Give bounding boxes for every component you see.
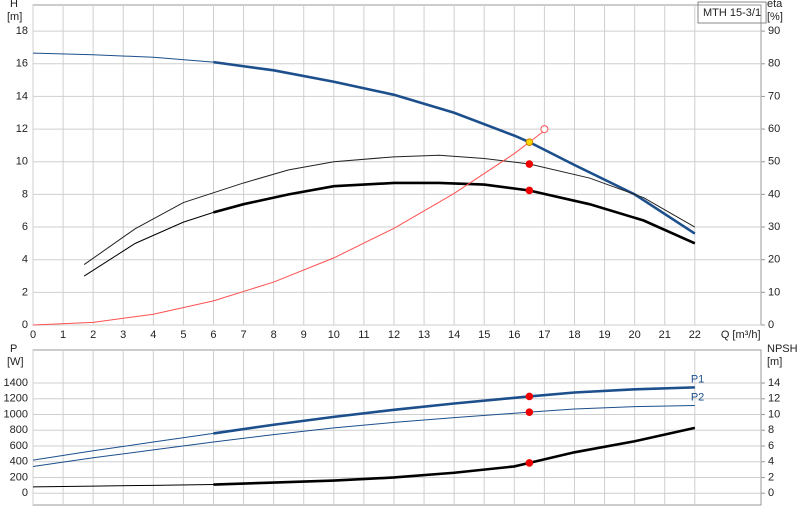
operating-point [525, 459, 534, 467]
curve [32, 130, 545, 326]
y-axis-unit: [W] [7, 356, 24, 368]
y2-tick-label: 20 [768, 254, 780, 266]
y-tick-label: 10 [16, 156, 28, 168]
y2-axis-label: eta [767, 0, 783, 10]
x-tick-label: 17 [538, 329, 550, 341]
x-tick-label: 3 [120, 329, 126, 341]
y2-tick-label: 80 [768, 58, 780, 70]
y2-tick-label: 70 [768, 90, 780, 102]
y2-tick-label: 4 [768, 456, 774, 468]
x-tick-label: 5 [180, 329, 186, 341]
y2-tick-label: 60 [768, 123, 780, 135]
y-tick-label: 14 [16, 90, 28, 102]
y-tick-label: 6 [22, 221, 28, 233]
x-tick-label: 12 [388, 329, 400, 341]
operating-point [540, 125, 549, 134]
y-axis-unit: [m] [7, 11, 22, 23]
y2-tick-label: 90 [768, 25, 780, 37]
y-tick-label: 16 [16, 58, 28, 70]
operating-point [525, 138, 534, 146]
curve [32, 404, 695, 467]
y2-axis-label: NPSH [767, 343, 798, 355]
y2-tick-label: 8 [768, 424, 774, 436]
y2-tick-label: 0 [768, 487, 774, 499]
x-tick-label: 6 [210, 329, 216, 341]
y-tick-label: 4 [22, 254, 28, 266]
y-tick-label: 12 [16, 123, 28, 135]
y-tick-label: 8 [22, 188, 28, 200]
y2-tick-label: 12 [768, 393, 780, 405]
curve-bold [213, 60, 696, 235]
x-tick-label: 9 [301, 329, 307, 341]
x-tick-label: 22 [689, 329, 701, 341]
operating-point [525, 392, 534, 401]
curve [83, 154, 696, 266]
x-tick-label: 4 [150, 329, 156, 341]
x-tick-label: 20 [629, 329, 641, 341]
curve-bold [213, 426, 696, 486]
x-tick-label: 13 [418, 329, 430, 341]
y-tick-label: 200 [10, 471, 28, 483]
x-tick-label: 19 [598, 329, 610, 341]
x-tick-label: 0 [30, 329, 36, 341]
y2-axis-unit: [m] [767, 356, 782, 368]
y2-tick-label: 14 [768, 377, 780, 389]
y-tick-label: 1000 [4, 408, 28, 420]
x-tick-label: 18 [568, 329, 580, 341]
y2-tick-label: 0 [768, 319, 774, 331]
y2-tick-label: 10 [768, 408, 780, 420]
x-tick-label: 8 [271, 329, 277, 341]
x-tick-label: 14 [448, 329, 460, 341]
y-tick-label: 1200 [4, 393, 28, 405]
chart-title: MTH 15-3/1 [703, 7, 761, 19]
y2-tick-label: 50 [768, 156, 780, 168]
x-tick-label: 1 [60, 329, 66, 341]
plot-area [32, 4, 762, 326]
series-label: P1 [691, 373, 704, 385]
y-tick-label: 0 [22, 487, 28, 499]
y-tick-label: 0 [22, 319, 28, 331]
series-label: P2 [691, 391, 704, 403]
x-tick-label: 15 [478, 329, 490, 341]
x-tick-label: 2 [90, 329, 96, 341]
curve-bold [213, 386, 695, 435]
x-tick-label: 10 [328, 329, 340, 341]
y-tick-label: 400 [10, 456, 28, 468]
y-tick-label: 1400 [4, 377, 28, 389]
x-tick-label: 16 [508, 329, 520, 341]
x-tick-label: 21 [659, 329, 671, 341]
title-box [697, 1, 767, 24]
y2-tick-label: 30 [768, 221, 780, 233]
x-axis-label: Q [m³/h] [721, 329, 761, 341]
y2-tick-label: 2 [768, 471, 774, 483]
plot-area [32, 349, 762, 506]
operating-point [525, 408, 534, 416]
y-axis-label: H [10, 0, 18, 10]
x-tick-label: 11 [358, 329, 369, 341]
y-tick-label: 18 [16, 25, 28, 37]
y-tick-label: 2 [22, 286, 28, 298]
y-tick-label: 600 [10, 440, 28, 452]
y2-tick-label: 6 [768, 440, 774, 452]
x-tick-label: 7 [241, 329, 247, 341]
y-axis-label: P [10, 343, 17, 355]
curve-bold [213, 181, 696, 245]
operating-point [525, 160, 534, 168]
y-tick-label: 800 [10, 424, 28, 436]
y2-tick-label: 40 [768, 188, 780, 200]
operating-point [525, 186, 534, 195]
y2-tick-label: 10 [768, 286, 780, 298]
y2-axis-unit: [%] [767, 11, 783, 23]
